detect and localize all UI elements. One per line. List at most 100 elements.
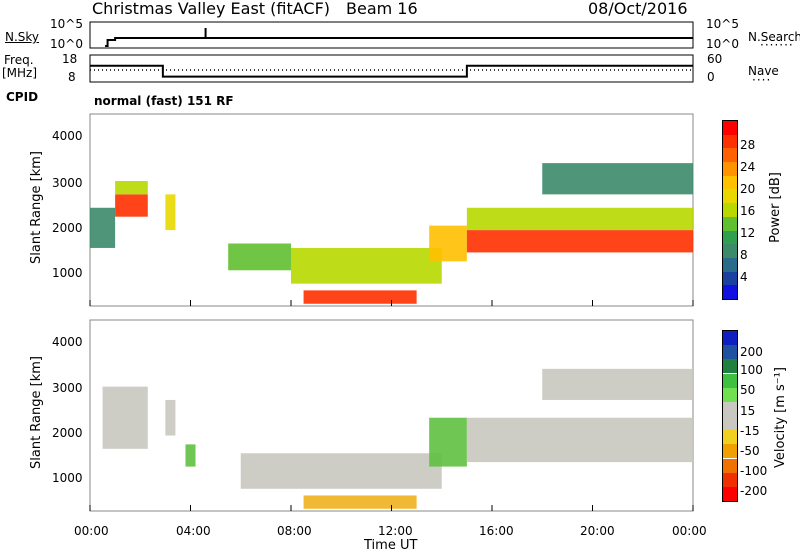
station-title: Christmas Valley East (fitACF) [92,0,331,18]
colorbar-segment [723,134,737,149]
nsearch-tick-top: 10^5 [706,17,739,31]
vel-cb-tick-m15: -15 [740,424,760,438]
colorbar-segment [723,359,737,374]
xtick-2: 08:00 [277,524,312,538]
power-region [466,207,693,231]
nsky-label: N.Sky [5,30,40,44]
colorbar-segment [723,345,737,360]
colorbar-segment [723,257,737,272]
xtick-1: 04:00 [176,524,211,538]
colorbar-segment [723,331,737,346]
vel-cb-tick-100: 100 [740,363,763,377]
velocity-ytick-2000: 2000 [52,426,83,440]
vel-cb-tick-m50: -50 [740,444,760,458]
beam-label: Beam 16 [346,0,418,18]
cpid-value: normal (fast) 151 RF [94,94,234,108]
nave-legend-dots: ···· [752,73,772,87]
xaxis-label: Time UT [364,538,418,553]
nsky-tick-bottom: 10^0 [50,37,83,51]
power-cb-tick-4: 4 [740,270,748,284]
velocity-ytick-4000: 4000 [52,335,83,349]
colorbar-segment [723,230,737,245]
velocity-region [185,444,196,467]
colorbar-segment [723,271,737,286]
power-ytick-3000: 3000 [52,176,83,190]
vel-cb-tick-m100: -100 [740,464,768,478]
power-region [90,207,116,248]
colorbar-segment [723,148,737,163]
power-cb-tick-8: 8 [740,248,748,262]
nsky-line [105,37,693,47]
vel-cb-tick-50: 50 [740,383,756,397]
power-ytick-2000: 2000 [52,221,83,235]
colorbar-segment [723,401,737,416]
freq-label-line1: Freq. [4,53,34,67]
nsearch-label: N.Search [748,30,800,44]
power-region [165,194,176,231]
nsearch-tick-bottom: 10^0 [706,37,739,51]
vel-cb-tick-15: 15 [740,404,756,418]
power-region [466,230,693,253]
power-cb-tick-20: 20 [740,182,756,196]
power-region [429,225,467,262]
velocity-region [466,417,693,463]
colorbar-segment [723,216,737,231]
colorbar-segment [723,121,737,135]
nave-label: Nave [748,64,779,78]
power-region [228,243,291,271]
colorbar-segment [723,444,737,459]
freq-panel-frame [89,54,694,83]
xtick-4: 16:00 [479,524,514,538]
power-ytick-1000: 1000 [52,266,83,280]
xtick-5: 20:00 [580,524,615,538]
vel-cb-tick-m200: -200 [740,484,768,498]
freq-tick-top: 18 [62,52,78,66]
xtick-6: 00:00 [672,524,707,538]
colorbar-segment [723,203,737,217]
colorbar-segment [723,430,737,445]
velocity-ytick-1000: 1000 [52,471,83,485]
power-region [291,247,442,284]
colorbar-segment [723,387,737,402]
freq-label-line2: [MHz] [2,66,38,80]
velocity-region [429,417,467,467]
xtick-0: 00:00 [74,524,109,538]
velocity-region [240,453,442,489]
velocity-region [542,368,693,400]
velocity-ytick-3000: 3000 [52,381,83,395]
power-region [303,290,417,304]
nsearch-legend-dots: ······· [760,38,794,52]
colorbar-segment [723,244,737,258]
power-cb-tick-28: 28 [740,138,756,152]
velocity-colorbar [722,330,738,502]
power-region [115,194,148,217]
colorbar-segment [723,486,737,501]
power-ytick-4000: 4000 [52,129,83,143]
vel-cb-tick-200: 200 [740,345,763,359]
colorbar-segment [723,175,737,190]
power-region [115,180,148,195]
power-colorbar [722,120,738,300]
power-cb-tick-16: 16 [740,204,756,218]
power-cb-tick-24: 24 [740,160,756,174]
nsky-tick-top: 10^5 [50,17,83,31]
power-cb-tick-12: 12 [740,226,756,240]
power-region [542,163,693,195]
colorbar-segment [723,162,737,176]
colorbar-segment [723,285,737,299]
colorbar-segment [723,416,737,431]
nsky-panel-frame [89,21,694,49]
colorbar-segment [723,472,737,487]
freq-line [90,64,693,78]
colorbar-segment [723,458,737,473]
colorbar-segment [723,189,737,204]
colorbar-segment [723,373,737,388]
xtick-3: 12:00 [378,524,413,538]
velocity-region [165,399,176,436]
velocity-region [102,386,148,449]
cpid-label: CPID [6,90,39,104]
velocity-region [303,495,417,509]
nave-tick-top: 60 [707,52,723,66]
freq-tick-bottom: 8 [68,70,76,84]
